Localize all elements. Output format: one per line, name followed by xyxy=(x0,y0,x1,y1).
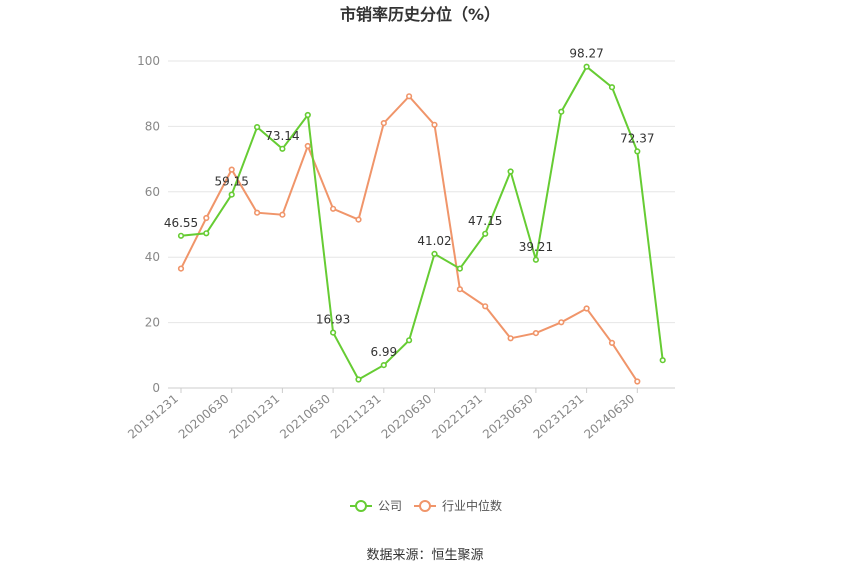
legend-label: 公司 xyxy=(378,499,402,513)
data-label: 47.15 xyxy=(468,214,502,228)
data-label: 73.14 xyxy=(265,129,299,143)
data-point[interactable] xyxy=(254,123,261,131)
source-note: 数据来源：恒生聚源 xyxy=(366,548,483,563)
data-point[interactable] xyxy=(532,256,540,263)
data-point[interactable] xyxy=(355,376,362,383)
x-axis: 2019123120200630202012312021063020211231… xyxy=(125,388,638,442)
data-point[interactable] xyxy=(177,232,185,239)
legend[interactable]: 公司 行业中位数 xyxy=(350,498,502,513)
legend-label: 行业中位数 xyxy=(442,498,502,513)
series-line-0 xyxy=(180,65,664,381)
data-label: 16.93 xyxy=(316,313,350,327)
legend-item-1[interactable]: 行业中位数 xyxy=(414,498,502,513)
data-point[interactable] xyxy=(279,145,286,152)
data-point[interactable] xyxy=(583,63,590,70)
data-label: 6.99 xyxy=(370,345,397,359)
data-point[interactable] xyxy=(608,339,616,347)
data-label: 41.02 xyxy=(417,234,451,248)
data-point[interactable] xyxy=(558,319,565,326)
data-labels: 46.55 59.15 73.14 16.93 6.99 41.02 47.15 39.21 9… xyxy=(164,47,655,359)
data-point[interactable] xyxy=(659,357,666,364)
y-tick-label: 100 xyxy=(137,54,160,68)
y-tick-label: 40 xyxy=(145,250,160,264)
data-point[interactable] xyxy=(608,84,616,91)
data-label: 98.27 xyxy=(569,47,603,61)
data-point[interactable] xyxy=(634,378,641,385)
data-point[interactable] xyxy=(507,335,514,342)
data-point[interactable] xyxy=(456,265,464,272)
data-point[interactable] xyxy=(583,305,590,312)
series-layer xyxy=(177,63,666,385)
legend-item-0[interactable]: 公司 xyxy=(350,499,402,513)
data-point[interactable] xyxy=(228,166,235,173)
data-point[interactable] xyxy=(558,108,565,115)
data-label: 72.37 xyxy=(620,131,654,145)
x-tick-label: 20220630 xyxy=(379,392,435,442)
data-point[interactable] xyxy=(482,230,489,237)
data-point[interactable] xyxy=(456,286,464,293)
chart-title: 市销率历史分位（%） xyxy=(340,5,500,24)
x-tick-label: 20231231 xyxy=(531,392,587,442)
data-label: 39.21 xyxy=(519,240,553,254)
data-label: 59.15 xyxy=(215,175,249,189)
x-tick-label: 20240630 xyxy=(581,392,637,442)
data-point[interactable] xyxy=(203,230,210,237)
data-point[interactable] xyxy=(431,250,438,257)
x-tick-label: 20210630 xyxy=(277,392,333,442)
data-point[interactable] xyxy=(330,329,337,336)
data-point[interactable] xyxy=(482,303,489,310)
y-tick-label: 60 xyxy=(145,185,160,199)
data-point[interactable] xyxy=(304,111,311,119)
y-tick-label: 0 xyxy=(152,381,160,395)
data-point[interactable] xyxy=(380,362,387,369)
data-point[interactable] xyxy=(279,211,286,218)
x-tick-label: 20221231 xyxy=(429,392,485,442)
x-tick-label: 20211231 xyxy=(328,392,384,442)
y-tick-label: 80 xyxy=(145,119,160,133)
y-axis-ticks: 0 20 40 60 80 100 xyxy=(137,54,160,395)
data-point[interactable] xyxy=(177,265,185,272)
data-point[interactable] xyxy=(203,214,210,222)
data-point[interactable] xyxy=(406,93,413,100)
data-point[interactable] xyxy=(507,168,514,175)
data-point[interactable] xyxy=(304,142,311,150)
data-point[interactable] xyxy=(634,148,641,155)
data-point[interactable] xyxy=(406,337,413,344)
legend-swatch-marker xyxy=(419,500,431,512)
x-tick-label: 20200630 xyxy=(176,392,232,442)
y-tick-label: 20 xyxy=(145,316,160,330)
grid-lines xyxy=(168,60,675,389)
data-point[interactable] xyxy=(532,330,540,337)
x-tick-label: 20201231 xyxy=(227,392,283,442)
data-point[interactable] xyxy=(330,205,337,212)
data-point[interactable] xyxy=(431,121,438,128)
data-point[interactable] xyxy=(380,119,387,127)
data-point[interactable] xyxy=(355,216,362,223)
data-point[interactable] xyxy=(228,191,235,198)
x-tick-label: 20191231 xyxy=(125,392,181,442)
data-label: 46.55 xyxy=(164,216,198,230)
legend-swatch-marker xyxy=(355,500,367,512)
x-tick-label: 20230630 xyxy=(480,392,536,442)
data-point[interactable] xyxy=(254,209,261,216)
